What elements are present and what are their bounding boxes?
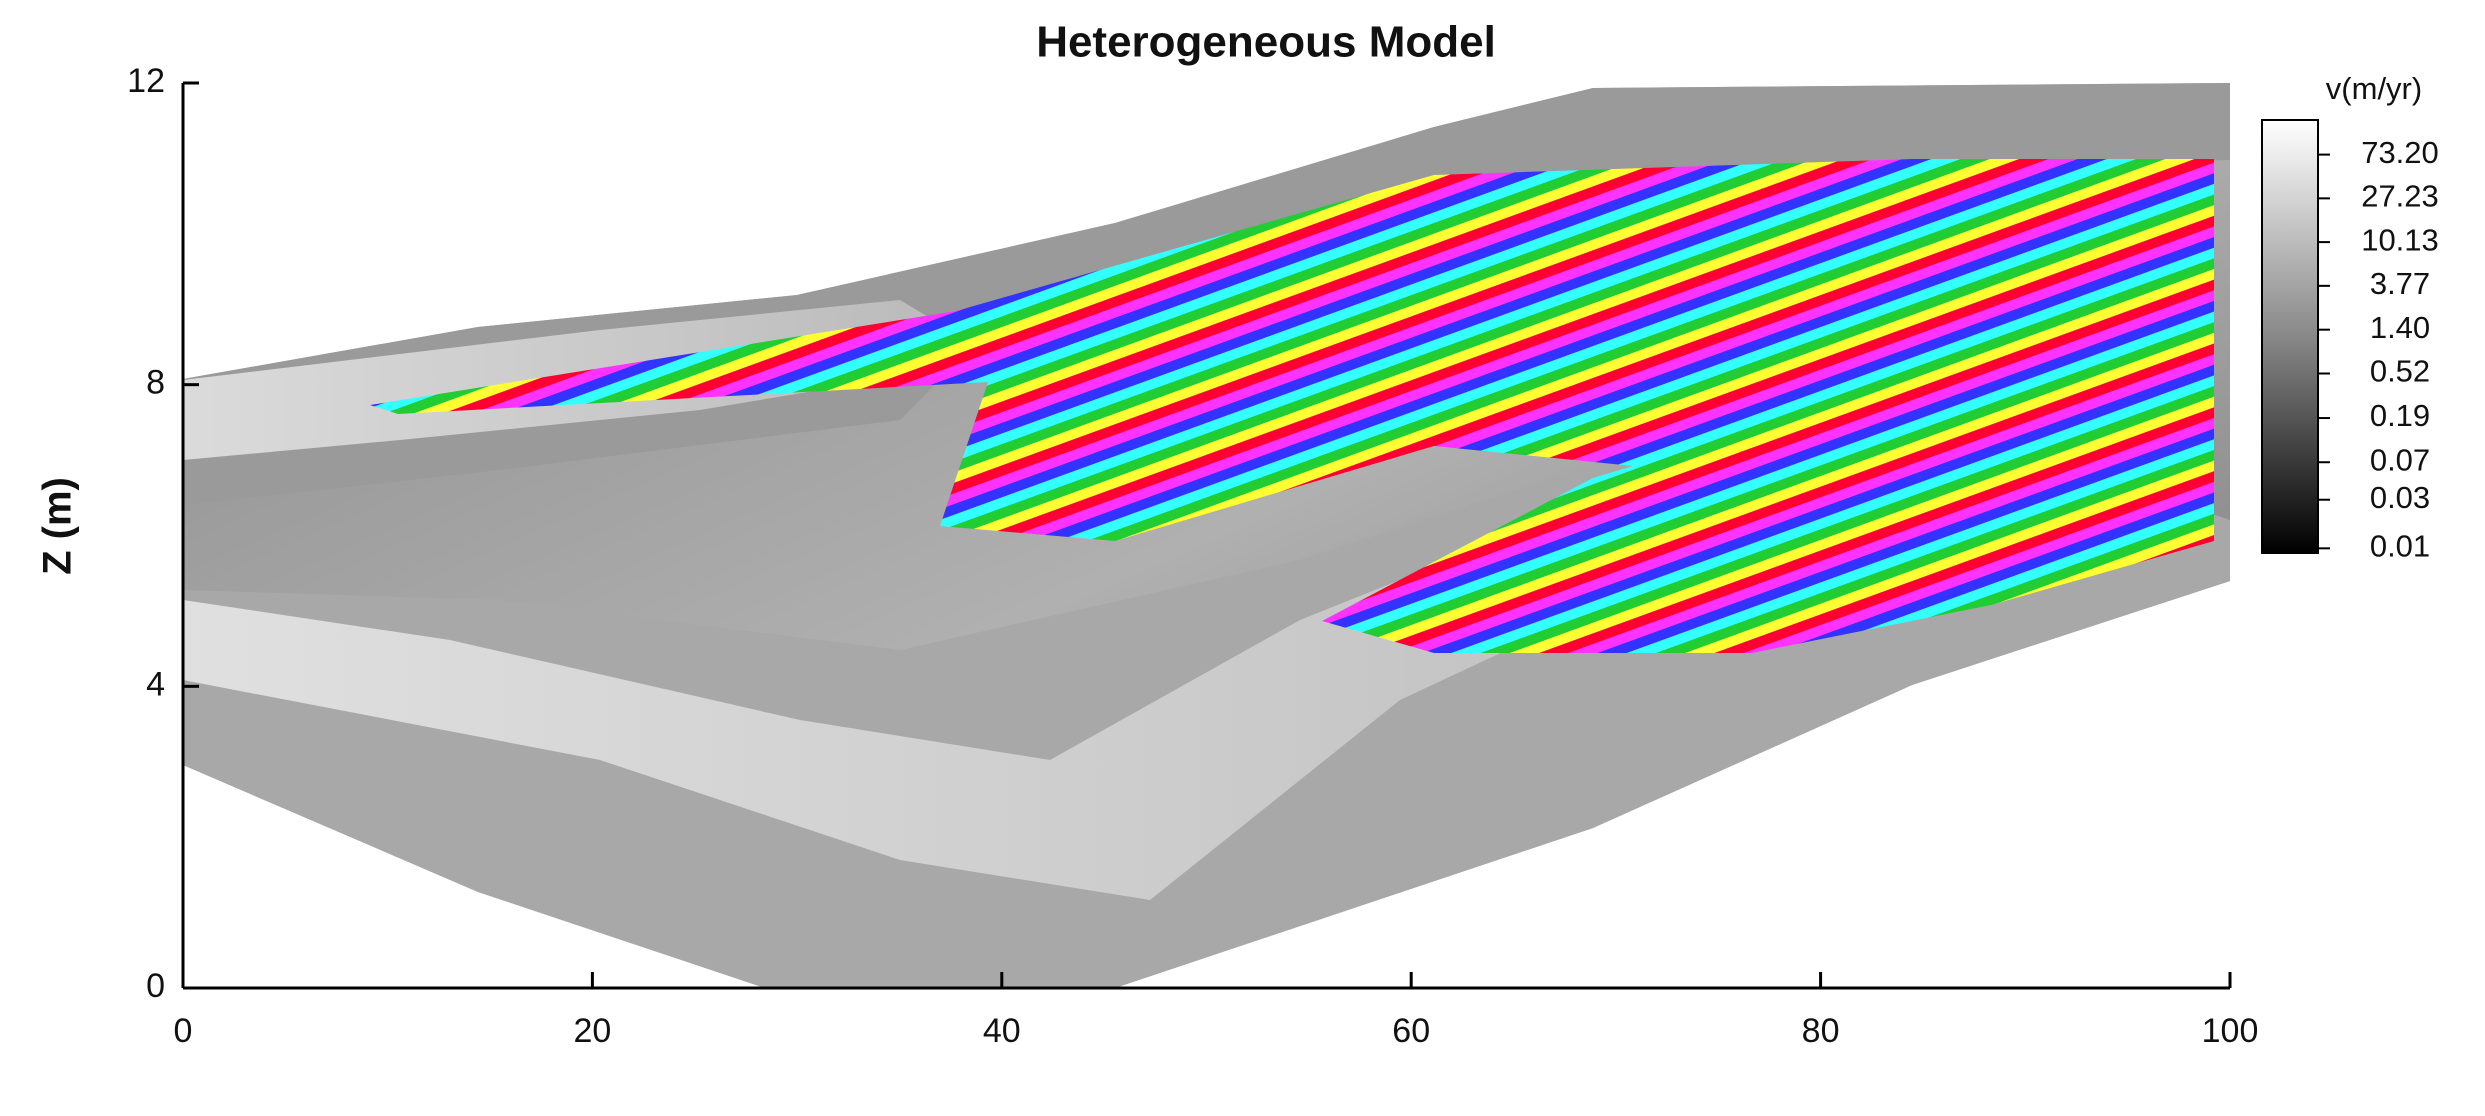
colorbar-tick-label: 3.77 [2370, 266, 2430, 301]
y-tick-label: 4 [146, 665, 165, 703]
colorbar-tick-label: 0.07 [2370, 442, 2430, 477]
model-render [183, 83, 2230, 988]
x-tick-label: 20 [573, 1012, 611, 1050]
x-tick-label: 100 [2202, 1012, 2259, 1050]
colorbar-tick-label: 0.03 [2370, 480, 2430, 515]
colorbar-tick-label: 0.01 [2370, 529, 2430, 564]
colorbar-label: v(m/yr) [2326, 71, 2422, 106]
x-tick-label: 40 [983, 1012, 1021, 1050]
y-tick-label: 8 [146, 364, 165, 402]
colorbar-tick-label: 0.19 [2370, 398, 2430, 433]
colorbar: v(m/yr) 73.20 27.23 10.13 3.77 1.40 0.52 0.19 0… [2261, 71, 2439, 564]
colorbar-tick-label: 73.20 [2361, 135, 2439, 170]
colorbar-tick-label: 10.13 [2361, 222, 2439, 257]
chart-title: Heterogeneous Model [1036, 18, 1496, 67]
y-axis-label: Z (m) [36, 477, 80, 575]
colorbar-tick-label: 27.23 [2361, 179, 2439, 214]
y-tick-label: 0 [146, 967, 165, 1005]
x-tick-label: 60 [1392, 1012, 1430, 1050]
colorbar-scale [2261, 119, 2319, 554]
x-tick-label: 0 [174, 1012, 193, 1050]
y-tick-label: 12 [127, 62, 165, 100]
colorbar-tick-label: 0.52 [2370, 354, 2430, 389]
colorbar-tick-label: 1.40 [2370, 310, 2430, 345]
x-tick-label: 80 [1802, 1012, 1840, 1050]
